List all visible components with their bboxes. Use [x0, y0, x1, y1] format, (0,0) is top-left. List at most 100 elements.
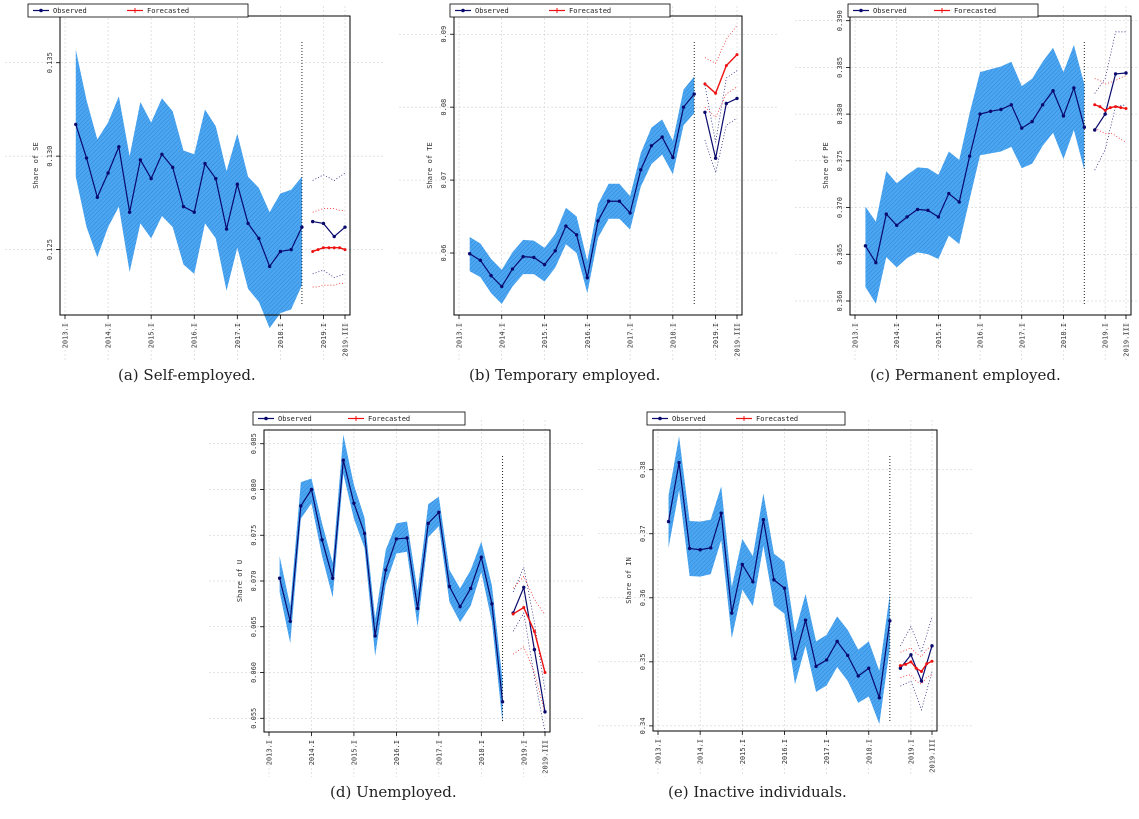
- observed-point: [181, 204, 186, 209]
- x-tick-label: 2013.I: [266, 740, 274, 765]
- observed-point: [362, 531, 367, 536]
- observed-post-point: [1113, 72, 1118, 76]
- legend: Observed Forecasted: [449, 3, 671, 18]
- observed-line: [469, 93, 695, 288]
- observed-point: [320, 538, 324, 542]
- y-tick-label: 0.080: [250, 479, 258, 500]
- y-axis-title: Share of SE: [32, 142, 40, 188]
- observed-lower-bound: [512, 612, 546, 733]
- observed-post-point: [532, 647, 537, 652]
- forecast-line: [704, 54, 738, 95]
- legend: Observed Forecasted: [847, 3, 1039, 18]
- observed-post-point: [1093, 128, 1097, 132]
- panel-unemployed: 0.055 0.060 0.065 0.070 0.075 0.080 0.085 Share…: [200, 408, 585, 819]
- observed-point: [671, 155, 675, 160]
- observed-point: [160, 152, 164, 156]
- x-tick-label: 2014.I: [893, 323, 901, 348]
- observed-lower-bound: [312, 269, 346, 279]
- observed-post-line: [1094, 72, 1127, 131]
- observed-point: [606, 199, 611, 203]
- y-tick-label: 0.365: [836, 244, 844, 265]
- forecast-point: [1114, 105, 1118, 109]
- forecast-point: [511, 612, 515, 616]
- observed-upper-bound: [900, 616, 933, 654]
- observed-point: [660, 135, 664, 139]
- forecast-point: [1124, 107, 1128, 111]
- observed-point: [267, 264, 272, 269]
- observed-point: [677, 460, 681, 465]
- observed-post-point: [930, 644, 934, 648]
- observed-point: [814, 664, 818, 669]
- forecast-point: [1093, 103, 1097, 107]
- forecast-lower-bound: [512, 646, 546, 714]
- observed-point: [988, 109, 993, 114]
- observed-point: [479, 555, 484, 559]
- x-tick-label: 2015.I: [739, 739, 747, 764]
- legend-observed-label: Observed: [672, 415, 706, 423]
- observed-point: [1030, 119, 1034, 124]
- x-tick-label: 2017.I: [1018, 323, 1026, 348]
- legend-forecast-label: Forecasted: [147, 7, 189, 15]
- observed-point: [384, 568, 388, 572]
- forecast-point: [343, 248, 347, 252]
- observed-point: [936, 215, 941, 219]
- chart-temporary-employed: 0.06 0.07 0.08 0.09 Share of TE 2013.I 2014.I 2…: [399, 3, 777, 360]
- y-tick-label: 0.125: [46, 239, 54, 260]
- x-tick-label: 2014.I: [308, 740, 316, 765]
- observed-line: [75, 124, 303, 268]
- observed-point: [84, 156, 89, 160]
- chart-self-employed: 0.125 0.130 0.135 Share of SE 2013.I 2014.I 20…: [5, 3, 385, 360]
- forecast-point: [338, 246, 342, 250]
- observed-point: [888, 619, 892, 623]
- x-tick-label: 2014.I: [105, 323, 113, 348]
- observed-upper-bound: [512, 566, 546, 691]
- plot-frame: [652, 429, 938, 732]
- observed-post-point: [735, 96, 739, 101]
- observed-point: [1061, 114, 1066, 118]
- x-tick-label: 2019.I: [320, 323, 328, 348]
- panel-temporary-employed: 0.06 0.07 0.08 0.09 Share of TE 2013.I 2014.I 2…: [395, 0, 777, 410]
- observed-point: [596, 219, 600, 223]
- x-tick-label: 2013.I: [456, 323, 464, 348]
- y-tick-label: 0.055: [250, 708, 258, 729]
- x-tick-label: 2019.I: [520, 740, 528, 765]
- forecast-point: [714, 91, 718, 95]
- x-tick-label: 2016.I: [977, 323, 985, 348]
- x-tick-label: 2019.III: [734, 323, 742, 357]
- forecast-point: [532, 629, 536, 633]
- forecast-point: [1119, 106, 1123, 110]
- x-tick-label: 2015.I: [148, 323, 156, 348]
- observed-point: [824, 658, 829, 662]
- observed-point: [214, 176, 218, 181]
- observed-point: [730, 611, 734, 615]
- x-tick-label: 2015.I: [935, 323, 943, 348]
- observed-point: [74, 122, 78, 127]
- x-tick-label: 2017.I: [823, 739, 831, 764]
- observed-post-point: [898, 666, 903, 670]
- legend-observed-marker: [658, 416, 662, 421]
- legend-observed-marker: [859, 8, 863, 13]
- forecast-point: [735, 53, 739, 57]
- x-tick-label: 2013.I: [655, 739, 663, 764]
- forecast-lower-bound: [900, 674, 933, 685]
- y-tick-label: 0.38: [639, 461, 647, 478]
- x-tick-label: 2019.III: [1123, 323, 1131, 357]
- y-tick-label: 0.085: [250, 433, 258, 454]
- observed-point: [224, 227, 229, 231]
- observed-point: [277, 576, 282, 580]
- observed-lower-bound: [704, 117, 738, 175]
- observed-upper-bound: [704, 70, 738, 143]
- observed-point: [289, 247, 293, 252]
- observed-post-point: [321, 221, 326, 226]
- observed-point: [1040, 103, 1045, 107]
- observed-point: [740, 562, 745, 567]
- legend-forecast-label: Forecasted: [756, 415, 798, 423]
- observed-point: [628, 211, 632, 215]
- observed-point: [532, 255, 536, 260]
- observed-point: [117, 145, 121, 149]
- observed-point: [138, 158, 143, 162]
- x-tick-label: 2017.I: [435, 740, 443, 765]
- legend: Observed Forecasted: [252, 411, 466, 426]
- observed-point: [500, 700, 505, 704]
- x-tick-label: 2019.III: [342, 323, 350, 357]
